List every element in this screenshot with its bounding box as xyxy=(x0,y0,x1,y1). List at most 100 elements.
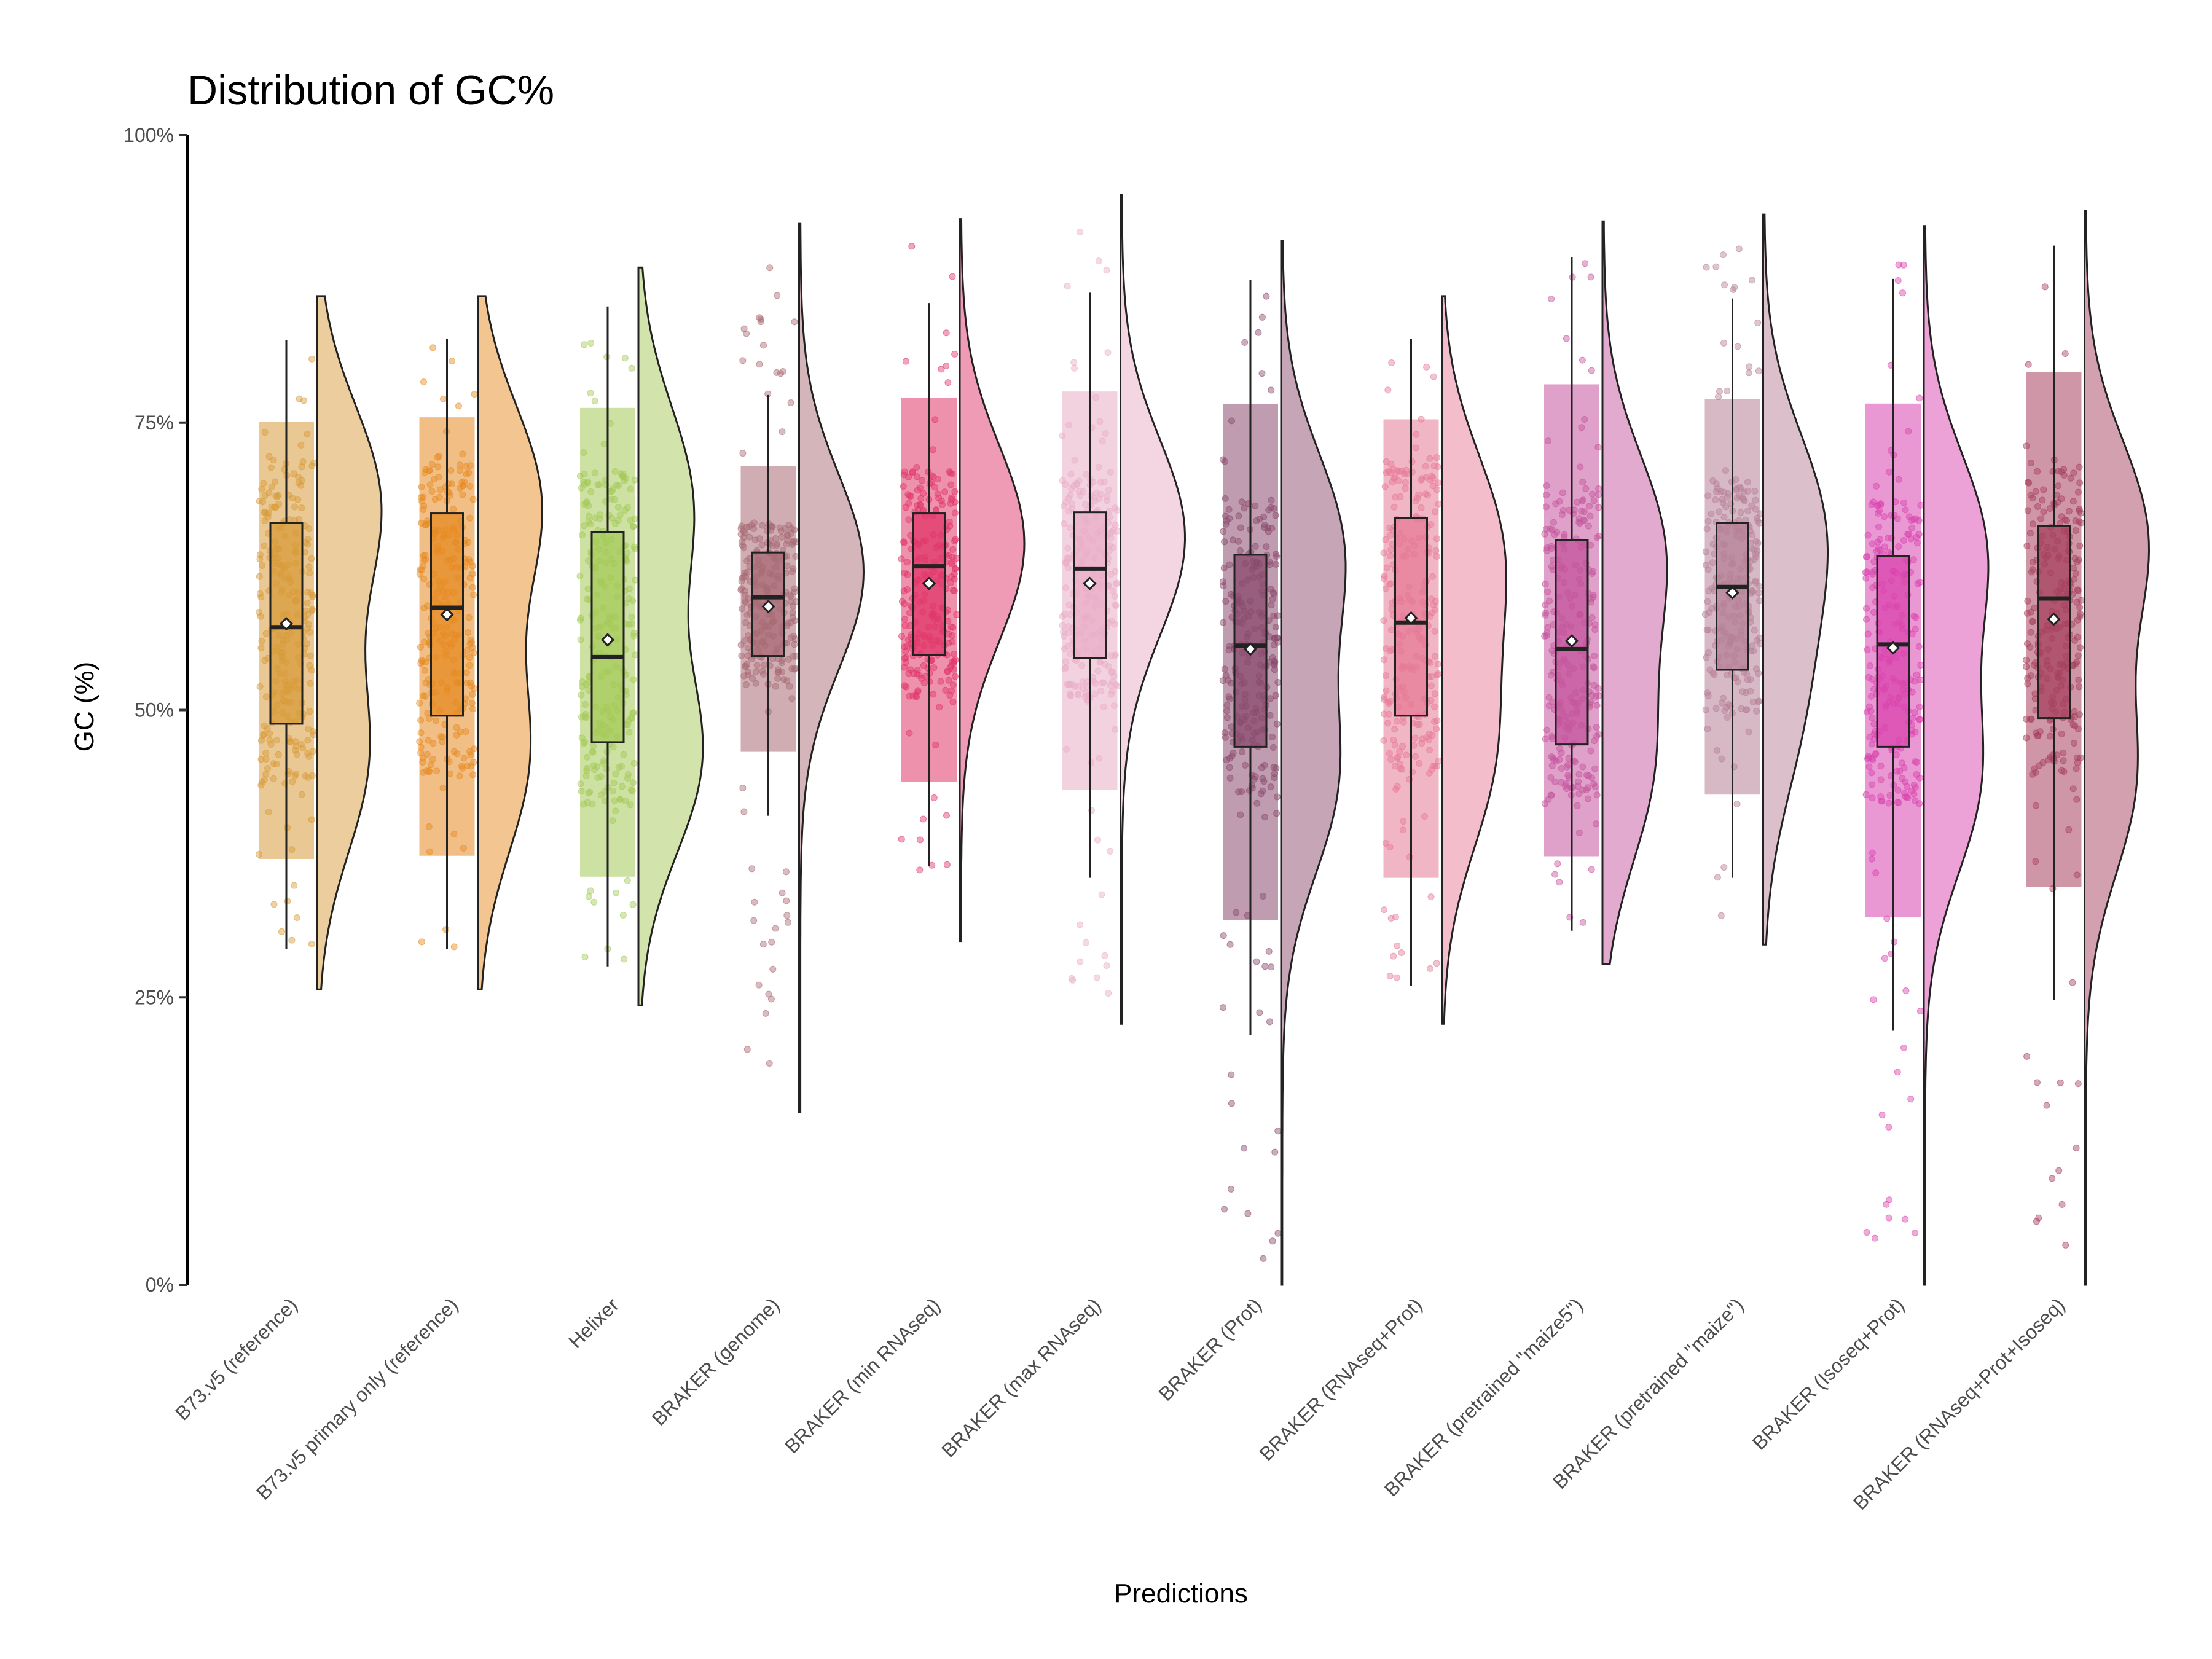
data-point xyxy=(1268,387,1274,393)
data-point xyxy=(772,925,779,931)
data-point xyxy=(1879,1112,1885,1118)
data-point xyxy=(938,366,944,372)
data-point xyxy=(1588,367,1594,374)
data-point xyxy=(1267,1019,1273,1025)
data-point xyxy=(2024,1053,2030,1059)
violin-11 xyxy=(2085,211,2149,1285)
data-point xyxy=(903,358,909,364)
data-point xyxy=(898,836,904,842)
y-tick-label: 50% xyxy=(135,699,174,721)
data-point xyxy=(1263,293,1269,299)
x-tick-label: Helixer xyxy=(564,1293,623,1352)
data-point xyxy=(1104,963,1110,969)
data-point xyxy=(309,356,315,362)
data-point xyxy=(2049,1175,2055,1182)
data-point xyxy=(582,954,588,960)
data-point xyxy=(630,901,636,908)
data-point xyxy=(1072,365,1078,371)
data-point xyxy=(1902,1216,1908,1222)
data-point xyxy=(749,866,755,872)
data-point xyxy=(308,941,315,947)
data-point xyxy=(1734,801,1740,807)
data-point xyxy=(741,809,747,815)
data-point xyxy=(1390,953,1397,959)
data-point xyxy=(624,877,630,884)
data-point xyxy=(740,358,746,364)
data-point xyxy=(760,941,766,947)
data-point xyxy=(291,882,297,888)
data-point xyxy=(788,400,794,406)
data-point xyxy=(766,1061,772,1067)
x-tick-label: BRAKER (Isoseq+Prot) xyxy=(1748,1293,1908,1454)
data-point xyxy=(952,351,958,357)
data-point xyxy=(1245,1210,1251,1217)
data-point xyxy=(1735,343,1741,350)
data-point xyxy=(1430,374,1437,380)
data-point xyxy=(581,342,587,348)
data-point xyxy=(2025,361,2031,367)
data-point xyxy=(1260,1255,1266,1261)
data-point xyxy=(2069,979,2076,986)
data-point xyxy=(1259,371,1265,377)
y-axis-title: GC (%) xyxy=(69,662,100,752)
data-point xyxy=(740,450,746,457)
violin-0 xyxy=(317,296,382,989)
x-tick-label: BRAKER (min RNAseq) xyxy=(780,1293,944,1457)
boxplot-5 xyxy=(1074,292,1106,877)
data-point xyxy=(289,937,295,943)
data-point xyxy=(2062,351,2068,357)
data-point xyxy=(1891,939,1897,945)
data-point xyxy=(2059,1201,2065,1207)
data-point xyxy=(1105,350,1111,356)
data-point xyxy=(1095,837,1101,843)
data-point xyxy=(756,361,763,367)
data-point xyxy=(1433,960,1440,967)
data-point xyxy=(1872,1235,1878,1241)
data-point xyxy=(629,365,635,371)
data-point xyxy=(1901,1045,1907,1051)
y-tick-label: 25% xyxy=(135,986,174,1008)
data-point xyxy=(449,358,455,364)
violin-5 xyxy=(1121,195,1185,1024)
data-point xyxy=(1900,262,1907,268)
data-point xyxy=(1917,1008,1923,1014)
y-tick-label: 0% xyxy=(146,1274,174,1296)
data-point xyxy=(1894,1069,1900,1075)
data-point xyxy=(943,330,949,336)
y-tick-label: 75% xyxy=(135,412,174,434)
data-point xyxy=(296,396,302,402)
data-point xyxy=(1099,892,1105,898)
data-point xyxy=(2063,1242,2069,1248)
data-point xyxy=(1388,915,1394,921)
data-point xyxy=(1721,865,1727,871)
data-point xyxy=(931,795,937,801)
data-point xyxy=(1588,274,1594,280)
data-point xyxy=(1387,973,1393,979)
data-point xyxy=(1228,1072,1234,1078)
data-point xyxy=(1096,258,1102,264)
violin-2 xyxy=(638,267,703,1005)
data-point xyxy=(1259,314,1265,320)
data-point xyxy=(1903,988,1909,994)
data-point xyxy=(774,369,780,375)
data-point xyxy=(1886,1215,1892,1221)
data-point xyxy=(1381,907,1387,913)
data-point xyxy=(945,380,951,386)
data-point xyxy=(1582,261,1588,267)
data-point xyxy=(1228,1186,1234,1192)
data-point xyxy=(1427,965,1433,971)
data-point xyxy=(1255,329,1261,335)
boxplot-6 xyxy=(1234,280,1266,1035)
x-tick-label: BRAKER (Prot) xyxy=(1155,1293,1266,1405)
data-point xyxy=(761,342,767,348)
data-point xyxy=(1394,975,1400,981)
data-point xyxy=(785,919,791,925)
data-point xyxy=(1900,290,1906,296)
data-point xyxy=(1556,879,1563,885)
data-point xyxy=(1870,997,1877,1003)
data-point xyxy=(741,326,747,332)
data-point xyxy=(2075,1081,2081,1087)
violin-7 xyxy=(1442,296,1507,1024)
violin-6 xyxy=(1281,241,1346,1285)
data-point xyxy=(588,340,594,346)
